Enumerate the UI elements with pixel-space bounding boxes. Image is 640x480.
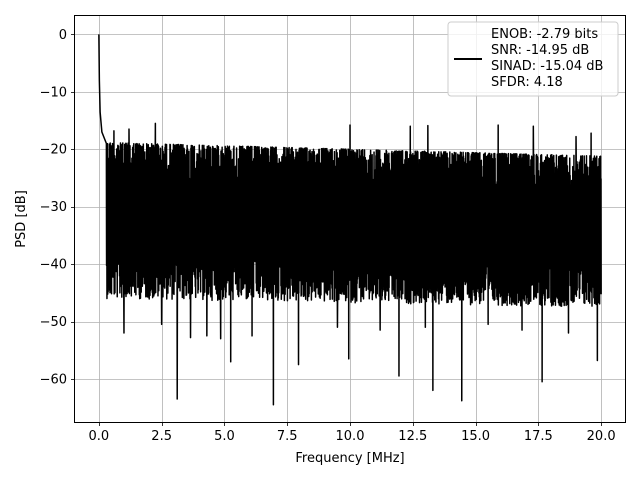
legend-entry-enob: ENOB: -2.79 bits: [491, 27, 598, 42]
legend-entry-snr: SNR: -14.95 dB: [491, 43, 589, 58]
y-tick-label: −50: [40, 315, 67, 330]
y-tick-label: −40: [40, 258, 67, 273]
x-tick-label: 2.5: [151, 429, 172, 444]
data-series: [98, 34, 602, 406]
x-tick-label: 10.0: [336, 429, 365, 444]
x-tick-label: 0.0: [89, 429, 110, 444]
x-tick-label: 20.0: [587, 429, 616, 444]
y-tick-label: −20: [40, 143, 67, 158]
y-tick-label: −10: [40, 85, 67, 100]
x-tick-label: 17.5: [524, 429, 553, 444]
x-tick-label: 5.0: [214, 429, 235, 444]
x-tick-label: 12.5: [398, 429, 427, 444]
plot-frame: [74, 15, 626, 423]
legend-entry-sinad: SINAD: -15.04 dB: [491, 59, 603, 74]
y-axis-ticks: 0 −10 −20 −30 −40 −50 −60: [40, 28, 75, 387]
y-tick-label: −60: [40, 372, 67, 387]
x-tick-label: 15.0: [461, 429, 490, 444]
psd-trace: [98, 34, 602, 406]
y-tick-label: 0: [59, 28, 67, 43]
legend: ENOB: -2.79 bits SNR: -14.95 dB SINAD: -…: [447, 21, 619, 97]
legend-entry-sfdr: SFDR: 4.18: [491, 75, 563, 90]
y-axis-label: PSD [dB]: [14, 190, 29, 248]
x-axis-ticks: 0.0 2.5 5.0 7.5 10.0 12.5 15.0 17.5 20.0: [89, 422, 616, 444]
legend-box: [447, 21, 619, 97]
x-axis-label: Frequency [MHz]: [295, 451, 404, 466]
y-tick-label: −30: [40, 200, 67, 215]
x-tick-label: 7.5: [277, 429, 298, 444]
